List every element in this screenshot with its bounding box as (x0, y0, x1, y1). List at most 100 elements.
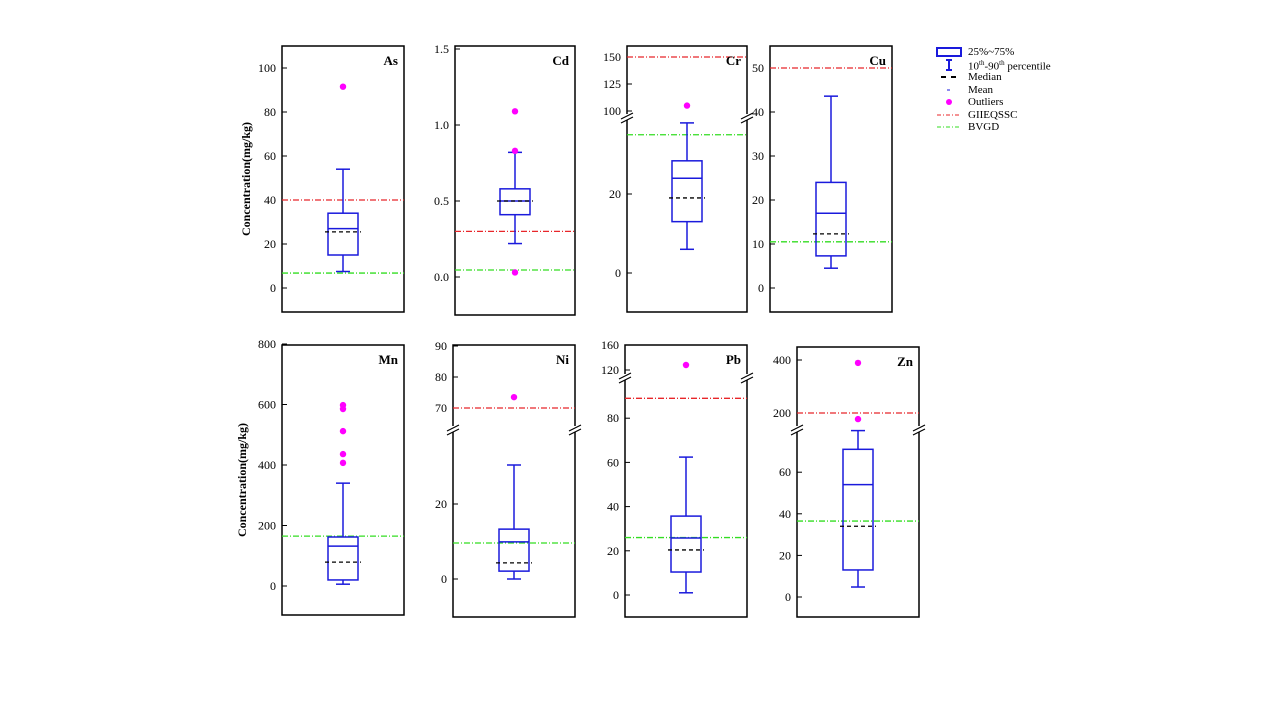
axis-break-icon (912, 424, 926, 436)
plot-frame (452, 344, 576, 618)
y-tick-label: 20 (752, 193, 764, 207)
y-tick-label: 90 (435, 339, 447, 353)
legend-label: 10th-90th percentile (968, 58, 1051, 73)
green-dashdot-icon (934, 125, 964, 129)
panel-mn: 0 200 400 600 800 Mn Concentration(mg/kg) (235, 337, 405, 616)
y-tick-label: 100 (258, 61, 276, 75)
y-tick-label: 80 (264, 105, 276, 119)
y-tick-label: 80 (607, 411, 619, 425)
y-tick-label: 20 (435, 497, 447, 511)
y-tick-label: 60 (607, 455, 619, 469)
red-dashdot-icon (934, 113, 964, 117)
axis-break-gap (742, 374, 752, 380)
panel-zn: 0 20 40 60 200 400 Zn (773, 346, 926, 618)
axis-break-icon (446, 424, 460, 436)
y-tick-label: 150 (603, 50, 621, 64)
y-tick-label: 40 (264, 193, 276, 207)
outlier-point (339, 405, 347, 413)
plot-frame (454, 45, 576, 316)
dot-icon (934, 88, 964, 92)
legend: 25%~75% 10th-90th percentile Median Mean… (934, 46, 1051, 134)
y-tick-label: 0 (615, 266, 621, 280)
axis-break-gap (914, 426, 924, 432)
panel-title: Cr (726, 53, 741, 68)
panel-ni: 0 20 70 80 90 Ni (435, 339, 582, 618)
plot-frame (624, 344, 748, 618)
plot-frame (796, 346, 920, 618)
y-axis-label: Concentration(mg/kg) (239, 122, 253, 236)
outlier-point (339, 427, 347, 435)
iqr-box (842, 448, 874, 571)
y-tick-label: 800 (258, 337, 276, 351)
axis-break-gap (792, 426, 802, 432)
axis-break-icon (790, 424, 804, 436)
panel-title: Ni (556, 352, 569, 367)
y-tick-label: 200 (773, 406, 791, 420)
y-tick-label: 10 (752, 237, 764, 251)
y-tick-label: 0 (270, 579, 276, 593)
outlier-dot-icon (934, 98, 964, 106)
iqr-box (327, 536, 359, 581)
y-tick-label: 20 (607, 544, 619, 558)
legend-label: 25%~75% (968, 46, 1015, 58)
y-tick-label: 40 (779, 507, 791, 521)
y-tick-label: 40 (752, 105, 764, 119)
legend-mean: Mean (934, 84, 1051, 97)
axis-break-icon (740, 112, 754, 124)
legend-bvgd: BVGD (934, 121, 1051, 134)
y-tick-label: 40 (607, 500, 619, 514)
axis-break-gap (620, 374, 630, 380)
axis-break-icon (620, 112, 634, 124)
axis-break-gap (570, 426, 580, 432)
panel-cr: 0 20 100 125 150 Cr (603, 45, 754, 313)
y-tick-label: 50 (752, 61, 764, 75)
panel-title: Cd (552, 53, 569, 68)
y-tick-label: 400 (258, 458, 276, 472)
box-swatch-icon (936, 47, 962, 58)
legend-label: Median (968, 71, 1002, 83)
panel-cd: 0.0 0.5 1.0 1.5 Cd (434, 42, 576, 316)
plot-frame (281, 344, 405, 616)
y-tick-label: 20 (264, 237, 276, 251)
plot-frame (626, 45, 748, 313)
y-tick-label: 0.5 (434, 194, 449, 208)
outlier-point (339, 83, 347, 90)
legend-whisker: 10th-90th percentile (934, 59, 1051, 72)
panel-title: Zn (897, 354, 914, 369)
y-tick-label: 60 (264, 149, 276, 163)
legend-label: GIIEQSSC (968, 108, 1018, 121)
legend-giieqssc: GIIEQSSC (934, 109, 1051, 122)
dash-line-icon (934, 75, 964, 79)
y-tick-label: 0.0 (434, 270, 449, 284)
outlier-point (854, 359, 862, 367)
outlier-point (682, 361, 690, 369)
y-tick-label: 0 (613, 588, 619, 602)
y-tick-label: 200 (258, 519, 276, 533)
panel-title: Mn (379, 352, 399, 367)
y-tick-label: 120 (601, 363, 619, 377)
legend-outliers: Outliers (934, 96, 1051, 109)
iqr-box (499, 188, 531, 216)
y-tick-label: 0 (785, 590, 791, 604)
legend-median: Median (934, 71, 1051, 84)
y-tick-label: 70 (435, 401, 447, 415)
iqr-box (327, 212, 359, 256)
y-tick-label: 1.5 (434, 42, 449, 56)
outlier-point (511, 147, 519, 155)
outlier-point (339, 459, 347, 467)
y-tick-label: 20 (609, 187, 621, 201)
iqr-box (815, 181, 847, 257)
y-tick-label: 0 (270, 281, 276, 295)
iqr-box (671, 160, 703, 223)
y-tick-label: 1.0 (434, 118, 449, 132)
axis-break-icon (618, 372, 632, 384)
axis-break-gap (742, 114, 752, 120)
legend-box: 25%~75% (934, 46, 1051, 59)
y-tick-label: 600 (258, 398, 276, 412)
outlier-point (339, 450, 347, 458)
axis-break-icon (568, 424, 582, 436)
panel-title: As (384, 53, 398, 68)
y-tick-label: 30 (752, 149, 764, 163)
y-tick-label: 60 (779, 465, 791, 479)
